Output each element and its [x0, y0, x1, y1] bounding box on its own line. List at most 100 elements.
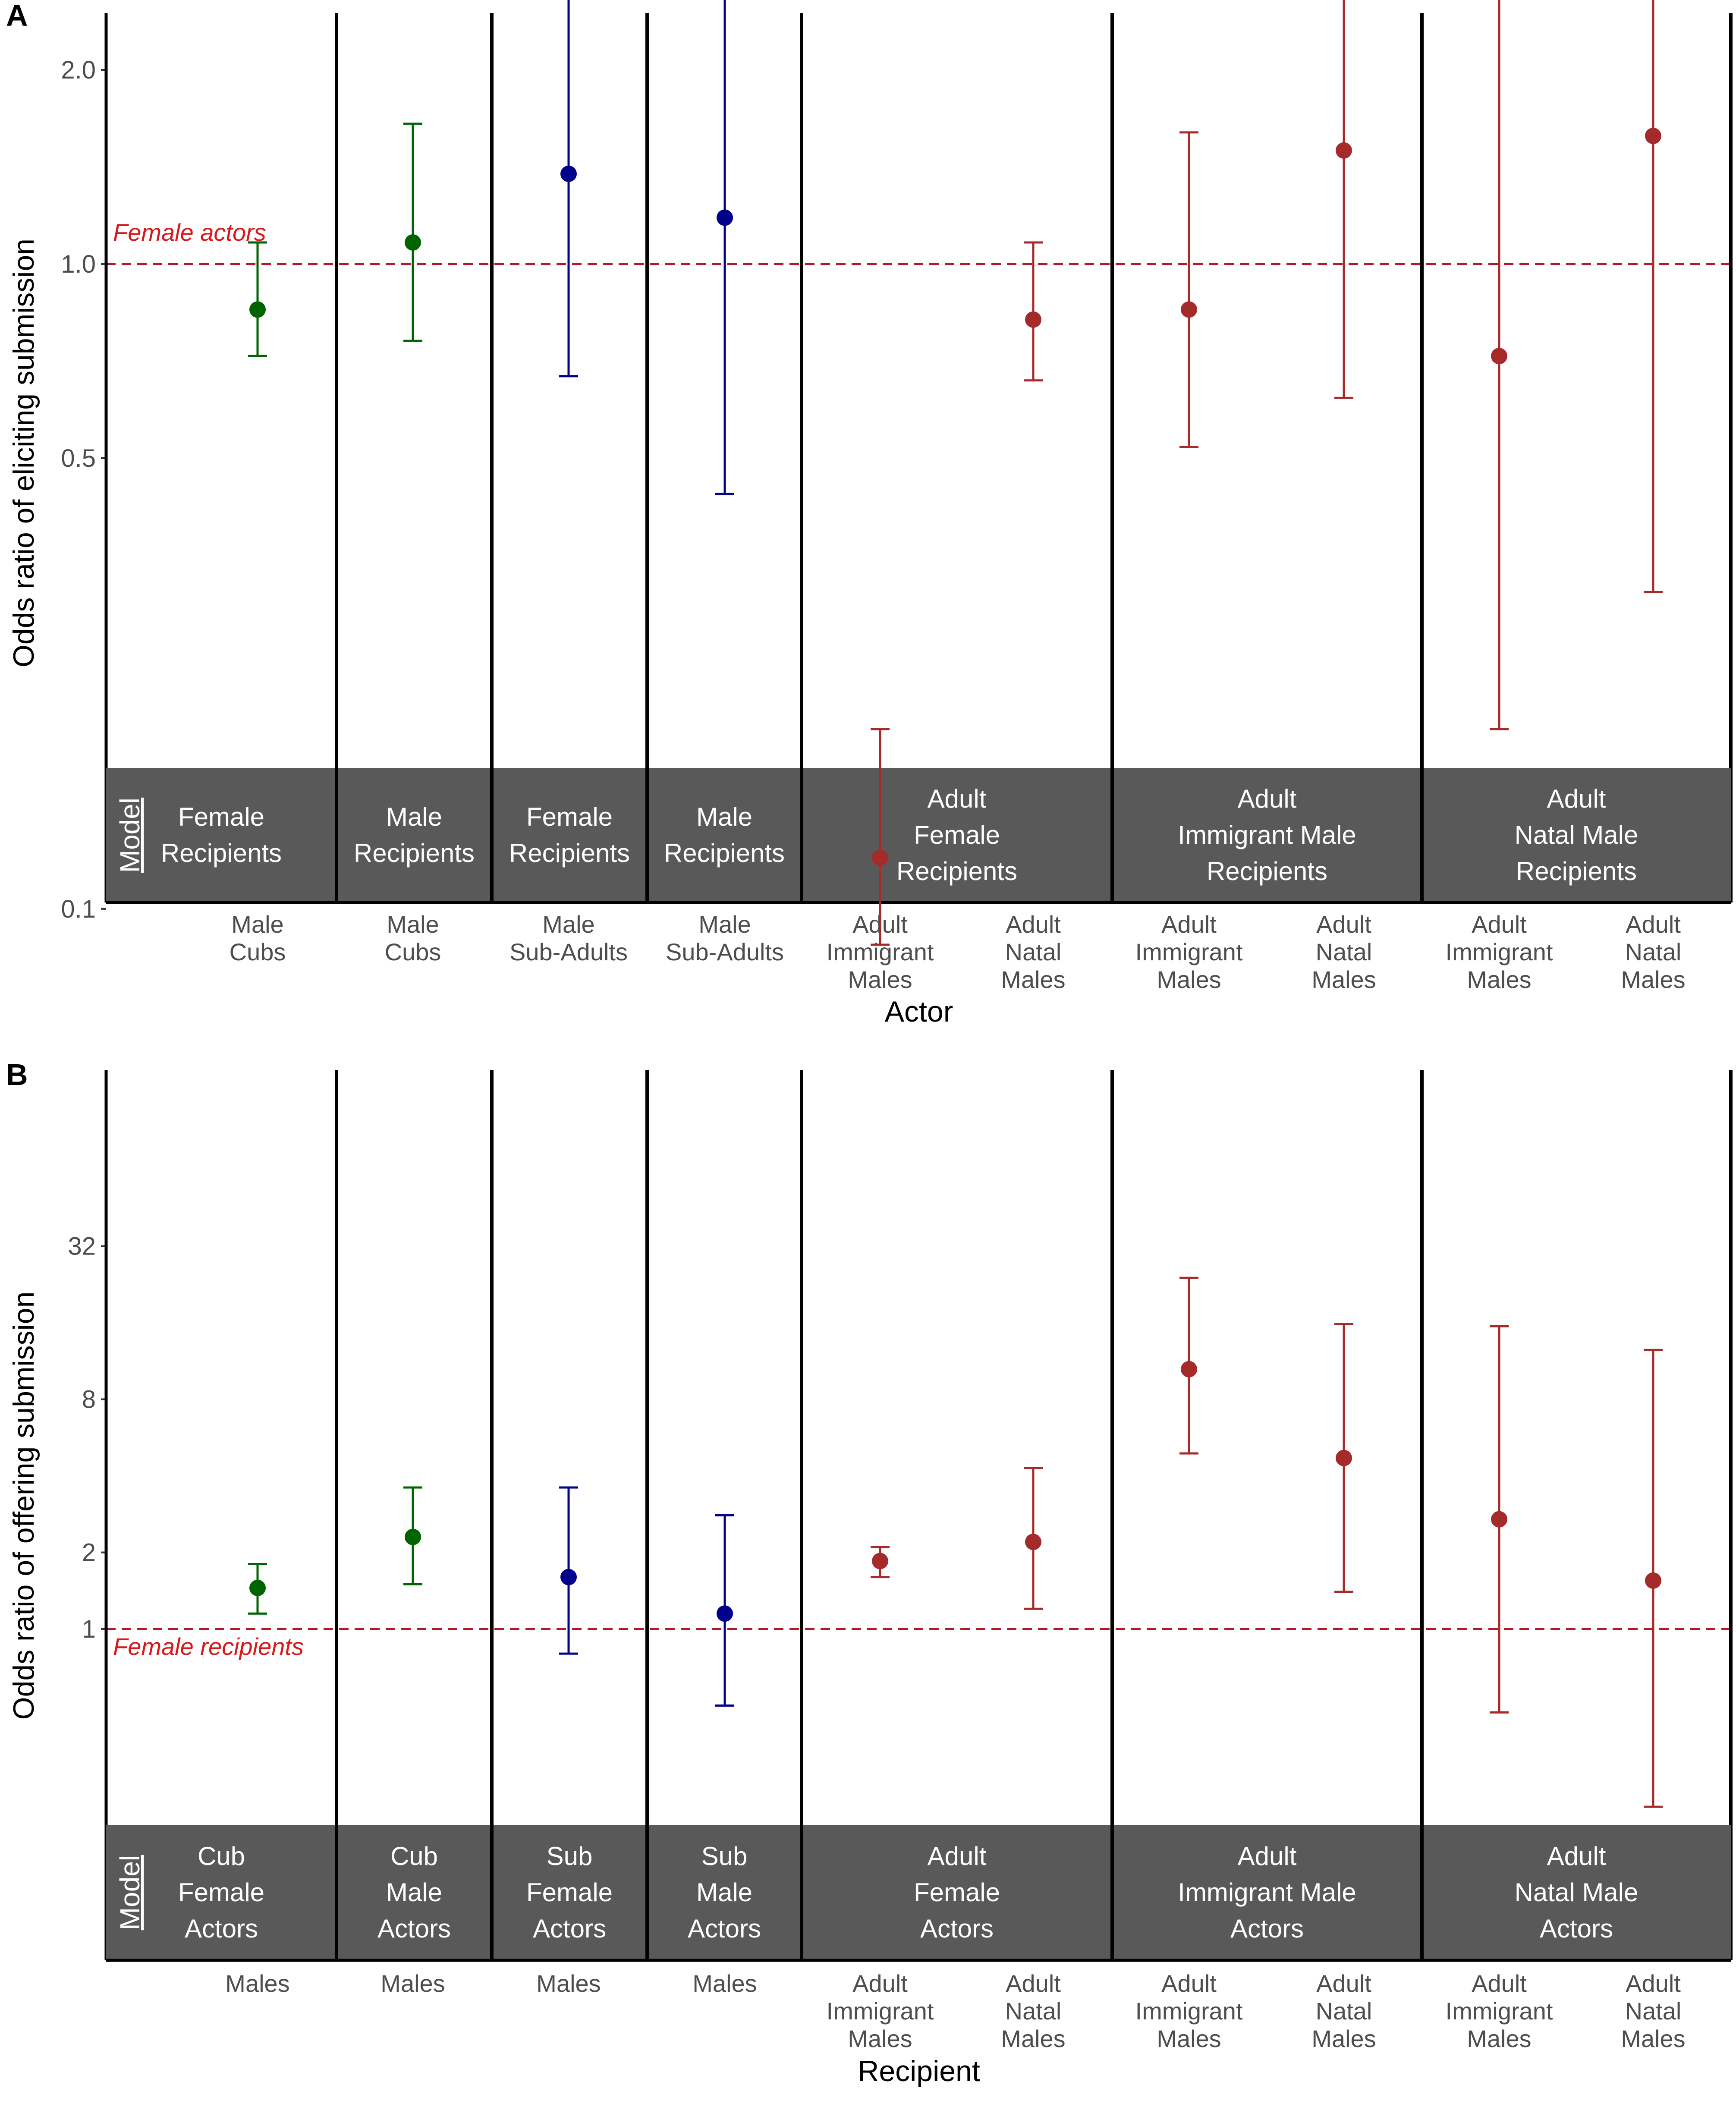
category-label: Sub-Adults [509, 938, 628, 965]
data-point [1025, 1534, 1041, 1550]
category-label: Males [381, 1970, 445, 1997]
model-label: Male [696, 1878, 752, 1907]
reference-label: Female actors [113, 219, 266, 246]
category-label: Males [536, 1970, 601, 1997]
model-label: Natal Male [1515, 1878, 1639, 1907]
data-point [560, 165, 577, 182]
category-label: Adult [1472, 911, 1527, 938]
model-label: Female [178, 802, 264, 831]
model-label: Recipients [664, 839, 785, 868]
y-axis-title: Odds ratio of offering submission [7, 1292, 40, 1720]
category-label: Males [1311, 2025, 1376, 2052]
y-tick-label: 32 [68, 1233, 96, 1261]
category-label: Males [1621, 2025, 1685, 2052]
data-point [872, 1553, 888, 1569]
model-label: Sub [547, 1842, 593, 1871]
panel-label: A [6, 0, 28, 32]
data-point [1025, 311, 1041, 328]
model-label: Recipients [509, 839, 630, 868]
category-label: Immigrant [1446, 1997, 1553, 2025]
model-label: Cub [390, 1842, 438, 1871]
category-label: Males [1467, 2025, 1531, 2052]
category-label: Male [542, 911, 594, 938]
y-tick-label: 8 [82, 1386, 96, 1414]
category-label: Males [1001, 966, 1065, 993]
model-label: Actors [1230, 1914, 1304, 1943]
model-label: Adult [928, 784, 987, 813]
category-label: Immigrant [1135, 1997, 1243, 2025]
model-label: Adult [1238, 1842, 1297, 1871]
model-strip [106, 768, 1731, 903]
y-tick-label: 1 [82, 1615, 96, 1643]
y-tick-label: 0.1 [61, 895, 96, 923]
category-label: Adult [1626, 1970, 1681, 1997]
model-label: Immigrant Male [1178, 821, 1356, 849]
data-point [249, 1579, 266, 1596]
data-point [1336, 1450, 1352, 1466]
model-label: Cub [198, 1842, 245, 1871]
category-label: Natal [1005, 938, 1062, 965]
strip-tag: Model [114, 798, 145, 873]
model-label: Female [178, 1878, 264, 1907]
category-label: Males [848, 2025, 912, 2052]
category-label: Adult [1161, 911, 1217, 938]
data-point [1336, 142, 1352, 159]
category-label: Natal [1625, 1997, 1682, 2025]
model-strip [106, 1825, 1731, 1960]
data-point [560, 1569, 577, 1585]
panel-b: B 32 8 2 1 Odds ratio of offering submission F… [6, 1058, 1733, 2088]
data-point [1645, 1572, 1661, 1589]
model-label: Actors [533, 1914, 606, 1943]
model-label: Adult [928, 1842, 987, 1871]
category-label: Adult [1626, 911, 1681, 938]
model-label: Actors [688, 1914, 761, 1943]
category-label: Males [1311, 966, 1376, 993]
model-label: Adult [1547, 784, 1606, 813]
y-tick-label: 0.5 [61, 444, 96, 472]
category-label: Adult [1006, 911, 1061, 938]
data-point [1645, 128, 1661, 145]
model-label: Female [914, 821, 1000, 849]
reference-label: Female recipients [113, 1633, 304, 1660]
model-label: Actors [1540, 1914, 1613, 1943]
data-point [405, 1528, 421, 1545]
category-label: Immigrant [1446, 938, 1553, 965]
category-label: Sub-Adults [666, 938, 784, 965]
category-label: Natal [1625, 938, 1682, 965]
category-label: Males [225, 1970, 289, 1997]
category-label: Male [698, 911, 751, 938]
category-label: Male [231, 911, 283, 938]
category-label: Males [1001, 2025, 1065, 2052]
y-axis-title: Odds ratio of eliciting submission [7, 239, 40, 667]
model-label: Actors [377, 1914, 451, 1943]
model-label: Recipients [161, 839, 282, 868]
model-label: Recipients [1207, 857, 1327, 886]
data-point [1491, 1511, 1507, 1528]
data-point [717, 1605, 733, 1622]
category-label: Adult [1472, 1970, 1527, 1997]
category-label: Adult [852, 1970, 908, 1997]
model-label: Natal Male [1515, 821, 1639, 849]
data-point [1181, 1361, 1197, 1377]
data-point [1181, 301, 1197, 318]
model-label: Sub [701, 1842, 748, 1871]
category-label: Males [848, 966, 912, 993]
category-label: Males [1621, 966, 1685, 993]
y-tick-label: 1.0 [61, 250, 96, 278]
category-label: Adult [1006, 1970, 1061, 1997]
panel-label: B [6, 1058, 28, 1091]
data-point [1491, 348, 1507, 365]
category-label: Natal [1316, 1997, 1372, 2025]
category-label: Males [1157, 2025, 1221, 2052]
model-label: Adult [1238, 784, 1297, 813]
category-label: Cubs [385, 938, 441, 965]
data-point [249, 301, 266, 318]
x-axis-title: Actor [885, 995, 953, 1028]
category-label: Male [387, 911, 439, 938]
category-label: Adult [1161, 1970, 1217, 1997]
model-label: Recipients [354, 839, 475, 868]
category-label: Immigrant [1135, 938, 1243, 965]
category-label: Natal [1005, 1997, 1062, 2025]
